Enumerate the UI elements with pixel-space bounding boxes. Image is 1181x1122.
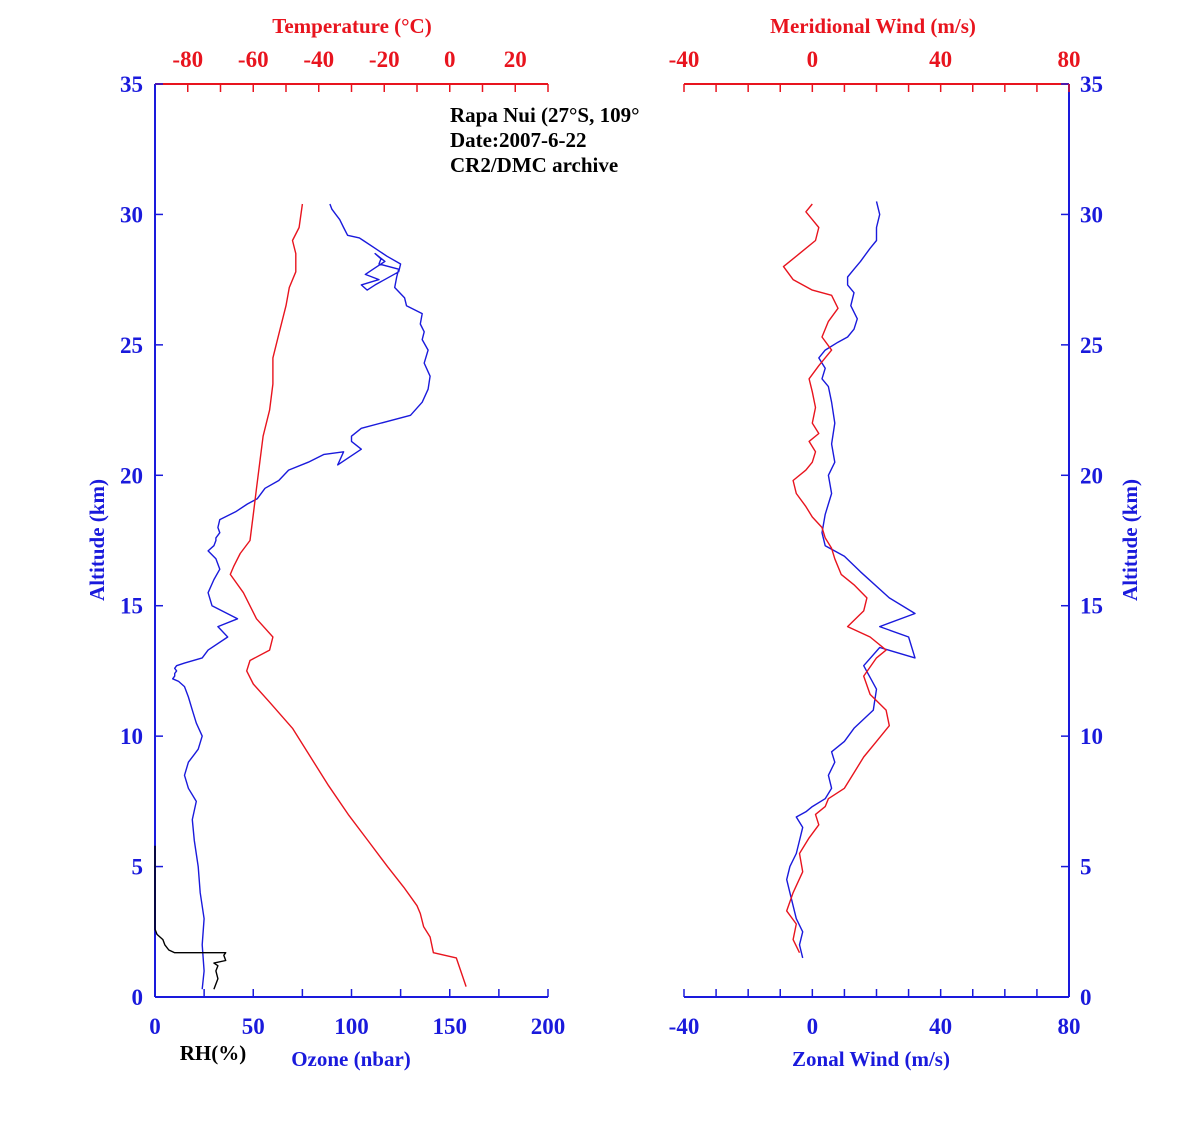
ozone-axis-ticks: 0 50 100 150 200 xyxy=(149,989,565,1039)
series-line-blue xyxy=(786,201,916,959)
x-tick-label: -40 xyxy=(669,1014,700,1039)
top-tick-label: 0 xyxy=(444,47,456,72)
x-tick-label: 150 xyxy=(433,1014,468,1039)
series-line-blue xyxy=(171,203,431,990)
y-tick-label: 20 xyxy=(120,463,143,488)
top-tick-label: 0 xyxy=(807,47,819,72)
right-panel: 0 5 10 15 20 25 30 35 -40 0 40 80 -40 0 40 80 Meridio… xyxy=(669,14,1142,1071)
top-tick-label: -60 xyxy=(238,47,269,72)
y-tick-label: 0 xyxy=(132,985,144,1010)
y-tick-label: 30 xyxy=(120,202,143,227)
ozone-axis-label: Ozone (nbar) xyxy=(291,1047,411,1071)
left-series xyxy=(154,203,467,990)
y-tick-label: 10 xyxy=(120,724,143,749)
top-tick-label: -80 xyxy=(172,47,203,72)
y-tick-label: 35 xyxy=(120,72,143,97)
top-tick-label: -40 xyxy=(669,47,700,72)
rh-axis-label: RH(%) xyxy=(180,1041,247,1065)
x-tick-label: 50 xyxy=(242,1014,265,1039)
annotation-line-2: Date:2007-6-22 xyxy=(450,128,586,152)
y-tick-label: 25 xyxy=(120,333,143,358)
y-tick-label: 15 xyxy=(120,594,143,619)
x-tick-label: 80 xyxy=(1058,1014,1081,1039)
zonal-wind-axis-ticks: -40 0 40 80 xyxy=(669,989,1081,1039)
series-line-red xyxy=(782,203,890,954)
right-y-ticks: 0 5 10 15 20 25 30 35 xyxy=(1061,72,1103,1010)
series-line-black xyxy=(154,845,227,990)
left-altitude-label: Altitude (km) xyxy=(85,479,109,601)
y-tick-label: 0 xyxy=(1080,985,1092,1010)
temperature-axis-ticks: -80 -60 -40 -20 0 20 xyxy=(172,47,549,92)
annotation-line-1: Rapa Nui (27°S, 109° xyxy=(450,103,640,127)
annotation-line-3: CR2/DMC archive xyxy=(450,153,618,177)
top-tick-label: -40 xyxy=(303,47,334,72)
meridional-wind-axis-ticks: -40 0 40 80 xyxy=(669,47,1081,92)
zonal-wind-axis-label: Zonal Wind (m/s) xyxy=(792,1047,950,1071)
y-tick-label: 5 xyxy=(132,855,144,880)
x-tick-label: 0 xyxy=(807,1014,819,1039)
top-tick-label: -20 xyxy=(369,47,400,72)
x-tick-label: 100 xyxy=(334,1014,369,1039)
top-tick-label: 80 xyxy=(1058,47,1081,72)
top-tick-label: 40 xyxy=(929,47,952,72)
y-tick-label: 25 xyxy=(1080,333,1103,358)
y-tick-label: 30 xyxy=(1080,202,1103,227)
temperature-axis-label: Temperature (°C) xyxy=(272,14,431,38)
meridional-wind-axis-label: Meridional Wind (m/s) xyxy=(770,14,976,38)
y-tick-label: 20 xyxy=(1080,463,1103,488)
x-tick-label: 40 xyxy=(929,1014,952,1039)
right-series xyxy=(782,201,916,959)
top-tick-label: 20 xyxy=(504,47,527,72)
right-altitude-label: Altitude (km) xyxy=(1118,479,1142,601)
left-y-ticks: 0 5 10 15 20 25 30 35 xyxy=(120,72,163,1010)
y-tick-label: 35 xyxy=(1080,72,1103,97)
x-tick-label: 0 xyxy=(149,1014,161,1039)
y-tick-label: 15 xyxy=(1080,594,1103,619)
series-line-red xyxy=(229,203,467,987)
y-tick-label: 5 xyxy=(1080,855,1092,880)
y-tick-label: 10 xyxy=(1080,724,1103,749)
x-tick-label: 200 xyxy=(531,1014,566,1039)
